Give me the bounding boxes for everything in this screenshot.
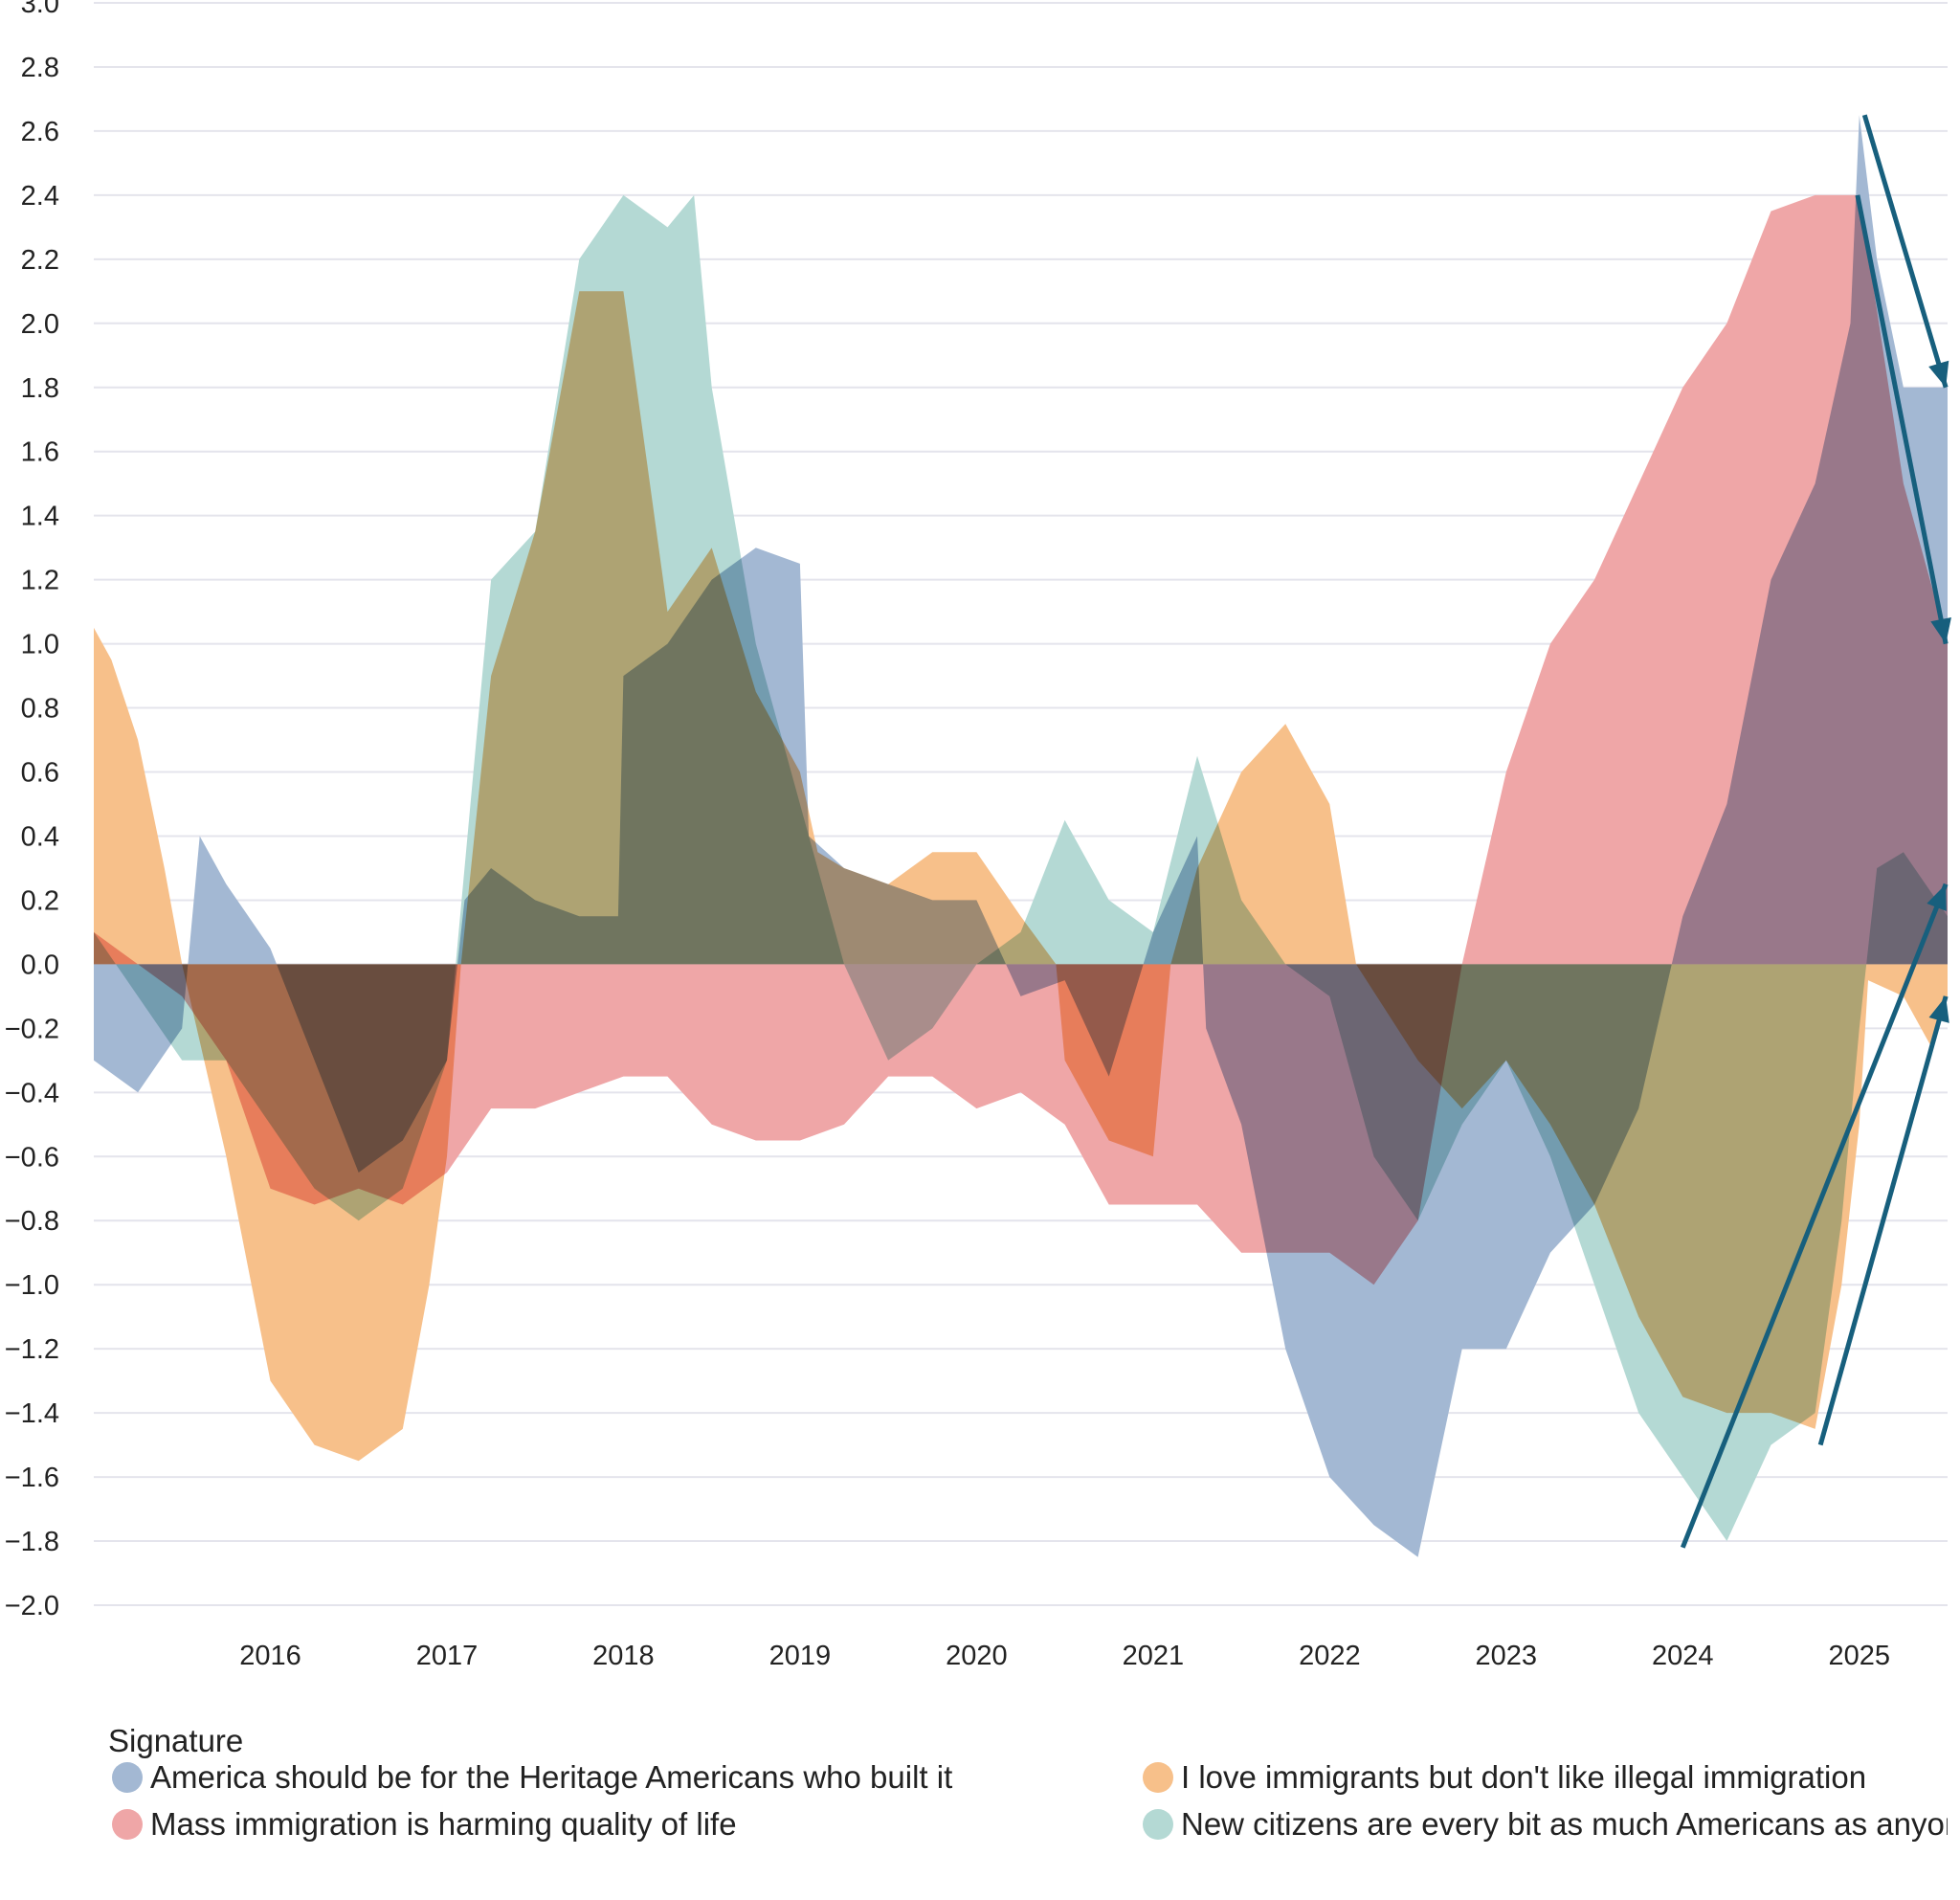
legend-label: New citizens are every bit as much Ameri…	[1181, 1806, 1948, 1842]
annotation-arrow-line	[1855, 194, 1949, 645]
arrowhead-icon	[1928, 995, 1949, 1023]
x-tick-label: 2018	[592, 1641, 655, 1671]
y-tick-label: 0.6	[21, 758, 59, 789]
y-tick-label: −1.6	[5, 1463, 59, 1493]
y-tick-label: −1.2	[5, 1334, 59, 1365]
x-tick-label: 2023	[1476, 1641, 1538, 1671]
legend-label: America should be for the Heritage Ameri…	[150, 1759, 953, 1795]
arrowhead-icon	[1927, 883, 1947, 911]
y-tick-label: 1.6	[21, 437, 59, 468]
y-tick-label: 0.2	[21, 885, 59, 916]
legend: Signature America should be for the Heri…	[0, 1713, 1948, 1886]
x-tick-label: 2025	[1829, 1641, 1891, 1671]
x-tick-label: 2020	[946, 1641, 1008, 1671]
y-tick-label: −1.4	[5, 1398, 59, 1429]
legend-item-illegal-immigration[interactable]: I love immigrants but don't like illegal…	[1143, 1759, 1866, 1796]
y-tick-label: −1.8	[5, 1527, 59, 1557]
legend-swatch-teal	[1143, 1809, 1173, 1840]
area-series-2	[94, 194, 1948, 1285]
x-tick-label: 2022	[1299, 1641, 1361, 1671]
annotation-arrow-line	[1817, 995, 1949, 1446]
legend-item-mass-immigration[interactable]: Mass immigration is harming quality of l…	[112, 1806, 737, 1843]
y-tick-label: 1.0	[21, 630, 59, 660]
legend-title: Signature	[108, 1723, 244, 1758]
annotation-arrows	[1680, 114, 1951, 1549]
series-areas	[94, 115, 1948, 1557]
area-chart: 3.0 2.8 2.6 2.4 2.2 2.0 1.8 1.6 1.4 1.2 1.0 0.8 0.6 0…	[5, 0, 1951, 1671]
y-tick-label: 1.2	[21, 566, 59, 596]
y-tick-label: 2.6	[21, 117, 59, 147]
y-tick-label: 0.8	[21, 694, 59, 725]
legend-label: Mass immigration is harming quality of l…	[150, 1806, 737, 1842]
x-tick-label: 2016	[239, 1641, 301, 1671]
y-tick-label: 2.4	[21, 181, 59, 212]
y-tick-label: −0.8	[5, 1206, 59, 1237]
arrowhead-icon	[1930, 616, 1951, 644]
area-series-0	[94, 115, 1948, 1557]
arrowhead-icon	[1928, 360, 1949, 388]
legend-swatch-blue	[112, 1762, 143, 1793]
legend-item-new-citizens[interactable]: New citizens are every bit as much Ameri…	[1143, 1806, 1948, 1843]
x-tick-label: 2021	[1123, 1641, 1185, 1671]
y-tick-label: −2.0	[5, 1591, 59, 1621]
legend-item-heritage[interactable]: America should be for the Heritage Ameri…	[112, 1759, 952, 1796]
y-tick-label: 1.8	[21, 373, 59, 404]
x-tick-label: 2017	[416, 1641, 479, 1671]
legend-swatch-orange	[1143, 1762, 1173, 1793]
x-tick-label: 2019	[769, 1641, 832, 1671]
area-series-3	[94, 194, 1948, 1541]
y-tick-label: 0.0	[21, 950, 59, 980]
annotation-arrow-line	[1680, 883, 1949, 1549]
y-tick-label: −0.2	[5, 1014, 59, 1044]
y-tick-label: 3.0	[21, 0, 59, 19]
x-axis: 2016 2017 2018 2019 2020 2021 2022 2023 2024 2025	[239, 1641, 1890, 1671]
annotation-arrow-line	[1861, 114, 1949, 389]
y-tick-label: 2.8	[21, 53, 59, 83]
y-tick-label: −0.4	[5, 1078, 59, 1108]
y-tick-label: 2.2	[21, 245, 59, 276]
legend-swatch-red	[112, 1809, 143, 1840]
legend-label: I love immigrants but don't like illegal…	[1181, 1759, 1867, 1795]
y-tick-label: −1.0	[5, 1270, 59, 1301]
y-tick-label: 0.4	[21, 821, 59, 852]
y-tick-label: 2.0	[21, 309, 59, 340]
y-axis: 3.0 2.8 2.6 2.4 2.2 2.0 1.8 1.6 1.4 1.2 1.0 0.8 0.6 0…	[5, 0, 59, 1621]
x-tick-label: 2024	[1652, 1641, 1714, 1671]
y-tick-label: 1.4	[21, 502, 59, 532]
y-tick-label: −0.6	[5, 1142, 59, 1173]
